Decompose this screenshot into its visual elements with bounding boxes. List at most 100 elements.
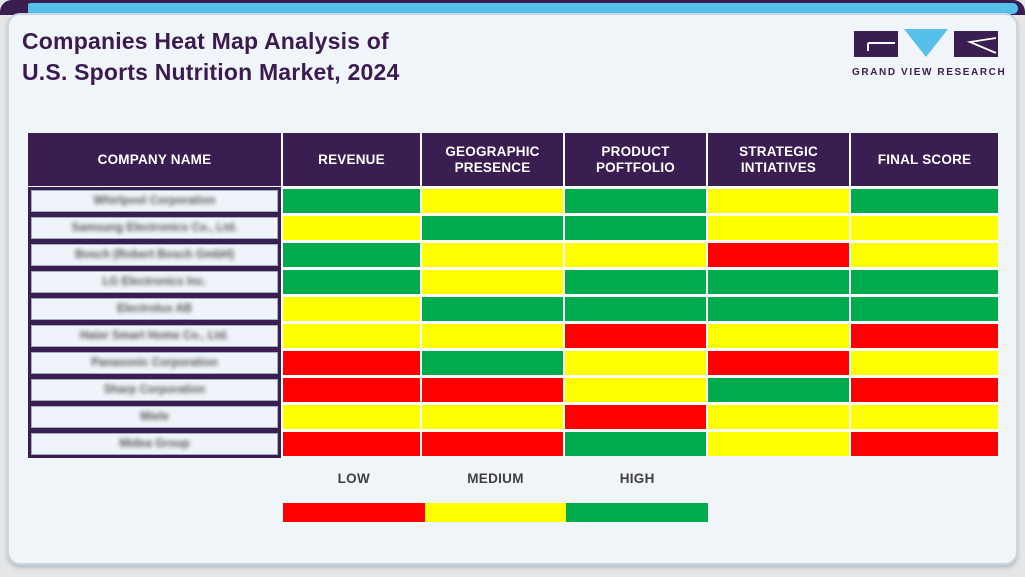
- heatmap-cell-high: [422, 297, 563, 321]
- heatmap-cell-high: [283, 189, 420, 213]
- company-cell: Midea Group: [28, 430, 281, 458]
- page-title-line1: Companies Heat Map Analysis of: [22, 28, 389, 54]
- company-cell-inner: Whirlpool Corporation: [31, 190, 278, 212]
- column-header-company-name: COMPANY NAME: [28, 133, 281, 186]
- heatmap-cell-high: [851, 270, 998, 294]
- heatmap-cell-low: [565, 405, 706, 429]
- heatmap-cell-low: [283, 378, 420, 402]
- heatmap-cell-high: [565, 189, 706, 213]
- company-name: Midea Group: [119, 438, 190, 450]
- company-cell-inner: LG Electronics Inc.: [31, 271, 278, 293]
- heatmap-cell-medium: [422, 189, 563, 213]
- company-name: Haier Smart Home Co., Ltd.: [80, 330, 229, 342]
- logo-wordmark: GRAND VIEW RESEARCH: [852, 67, 1007, 78]
- company-name: Panasonic Corporation: [91, 357, 218, 369]
- company-name: Whirlpool Corporation: [93, 195, 216, 207]
- column-header-revenue: REVENUE: [283, 133, 420, 186]
- heatmap-cell-medium: [283, 405, 420, 429]
- heatmap-cell-medium: [708, 405, 849, 429]
- heatmap-cell-high: [422, 351, 563, 375]
- company-cell: Haier Smart Home Co., Ltd.: [28, 322, 281, 350]
- heatmap-cell-low: [283, 351, 420, 375]
- company-cell-inner: Electrolux AB: [31, 298, 278, 320]
- company-cell: Bosch (Robert Bosch GmbH): [28, 241, 281, 269]
- legend-label-high: HIGH: [619, 471, 655, 486]
- heatmap-cell-high: [565, 297, 706, 321]
- heatmap-cell-high: [283, 243, 420, 267]
- company-cell-inner: Bosch (Robert Bosch GmbH): [31, 244, 278, 266]
- heatmap-cell-medium: [708, 432, 849, 456]
- heatmap-cell-medium: [851, 243, 998, 267]
- heatmap-cell-low: [851, 324, 998, 348]
- company-cell: Electrolux AB: [28, 295, 281, 323]
- heatmap-cell-high: [851, 189, 998, 213]
- heatmap-cell-medium: [565, 378, 706, 402]
- company-cell-inner: Midea Group: [31, 433, 278, 455]
- heatmap-cell-low: [851, 432, 998, 456]
- heatmap-cell-high: [283, 270, 420, 294]
- gvr-logo-icon: [854, 29, 998, 57]
- company-cell: Panasonic Corporation: [28, 349, 281, 377]
- company-name: LG Electronics Inc.: [102, 276, 207, 288]
- column-header-geographic-presence: GEOGRAPHIC PRESENCE: [422, 133, 563, 186]
- heatmap-cell-medium: [422, 243, 563, 267]
- page-title-line2: U.S. Sports Nutrition Market, 2024: [22, 59, 400, 85]
- heatmap-cell-high: [708, 297, 849, 321]
- heatmap-cell-medium: [851, 405, 998, 429]
- company-cell-inner: Panasonic Corporation: [31, 352, 278, 374]
- heatmap-cell-medium: [851, 216, 998, 240]
- company-name: Samsung Electronics Co., Ltd.: [71, 222, 238, 234]
- grand-view-research-logo: GRAND VIEW RESEARCH: [852, 28, 1007, 78]
- company-cell-inner: Haier Smart Home Co., Ltd.: [31, 325, 278, 347]
- heatmap-cell-medium: [283, 216, 420, 240]
- column-header-final-score: FINAL SCORE: [851, 133, 998, 186]
- company-cell: Samsung Electronics Co., Ltd.: [28, 214, 281, 242]
- heatmap-cell-high: [708, 378, 849, 402]
- heatmap-cell-medium: [565, 351, 706, 375]
- company-cell-inner: Samsung Electronics Co., Ltd.: [31, 217, 278, 239]
- legend-label-low: LOW: [337, 471, 371, 486]
- company-cell: Miele: [28, 403, 281, 431]
- heatmap-cell-medium: [422, 405, 563, 429]
- heatmap-cell-low: [422, 378, 563, 402]
- column-header-strategic-initiatives: STRATEGIC INTIATIVES: [708, 133, 849, 186]
- page-title: Companies Heat Map Analysis of U.S. Spor…: [22, 26, 542, 88]
- heatmap-cell-medium: [708, 216, 849, 240]
- heatmap-cell-low: [422, 432, 563, 456]
- legend-swatch-high: [566, 503, 709, 522]
- top-blue-accent-bar: [28, 3, 1018, 14]
- heatmap-cell-medium: [422, 324, 563, 348]
- heatmap-cell-medium: [283, 297, 420, 321]
- column-header-product-portfolio: PRODUCT POFTFOLIO: [565, 133, 706, 186]
- heatmap-cell-low: [708, 243, 849, 267]
- legend-color-bar: [283, 503, 709, 522]
- heatmap-cell-high: [422, 216, 563, 240]
- company-cell-inner: Sharp Corporation: [31, 379, 278, 401]
- heatmap-cell-medium: [283, 324, 420, 348]
- heatmap-cell-medium: [851, 351, 998, 375]
- company-cell: LG Electronics Inc.: [28, 268, 281, 296]
- company-name: Bosch (Robert Bosch GmbH): [74, 249, 235, 261]
- legend-labels: LOW MEDIUM HIGH: [283, 471, 708, 486]
- company-name: Electrolux AB: [117, 303, 192, 315]
- heatmap-cell-medium: [708, 189, 849, 213]
- heatmap-cell-medium: [708, 324, 849, 348]
- company-name: Miele: [140, 411, 169, 423]
- heatmap-cell-high: [851, 297, 998, 321]
- heatmap-cell-high: [708, 270, 849, 294]
- legend-label-medium: MEDIUM: [467, 471, 524, 486]
- heatmap-cell-low: [565, 324, 706, 348]
- heatmap-cell-high: [565, 216, 706, 240]
- company-cell-inner: Miele: [31, 406, 278, 428]
- company-cell: Whirlpool Corporation: [28, 187, 281, 215]
- heatmap-cell-low: [851, 378, 998, 402]
- legend-swatch-low: [283, 503, 425, 522]
- company-cell: Sharp Corporation: [28, 376, 281, 404]
- heatmap-cell-low: [708, 351, 849, 375]
- heatmap-cell-high: [565, 432, 706, 456]
- company-name: Sharp Corporation: [103, 384, 206, 396]
- heatmap-cell-medium: [565, 243, 706, 267]
- legend-swatch-medium: [424, 503, 567, 522]
- heatmap-cell-high: [565, 270, 706, 294]
